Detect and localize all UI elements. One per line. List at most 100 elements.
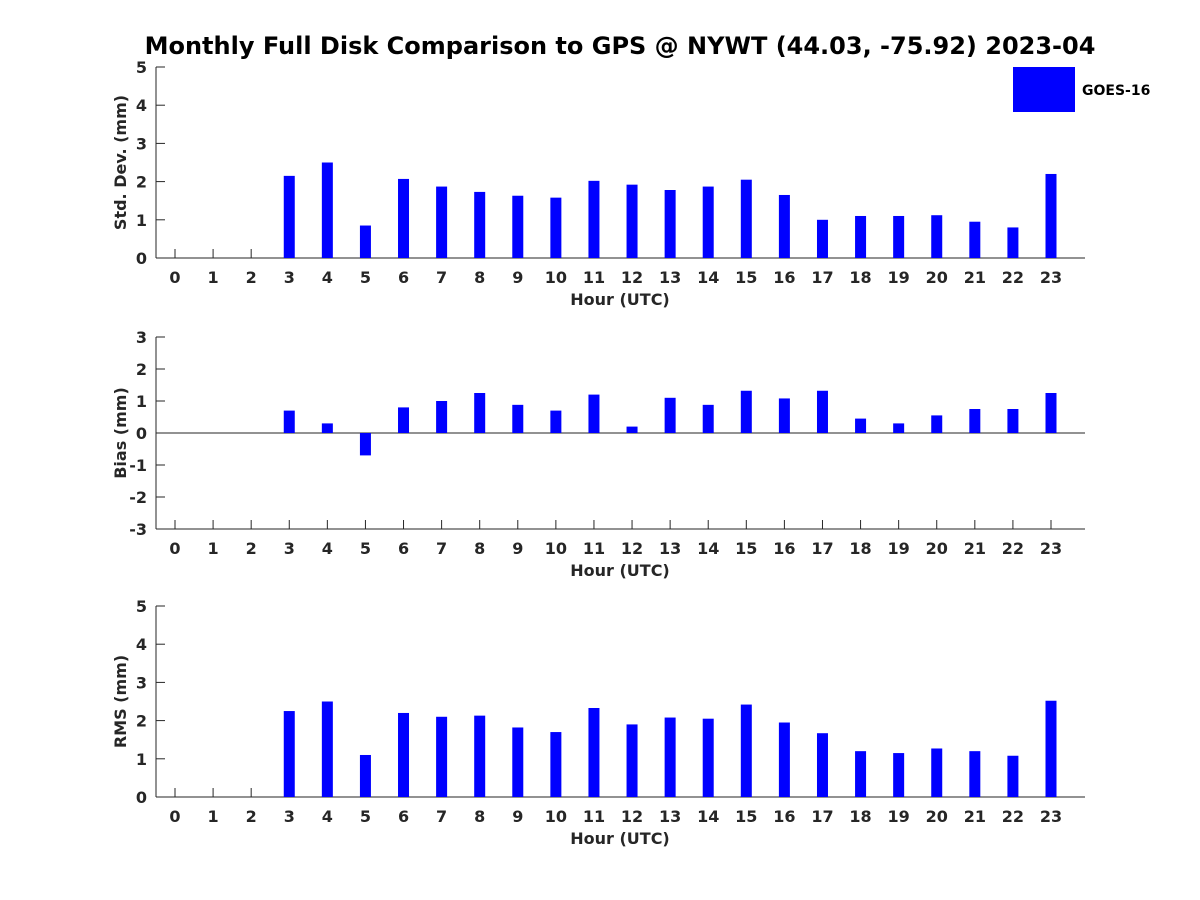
x-tick-label: 12 [621, 807, 643, 826]
bar-hour-15 [740, 704, 752, 797]
x-tick-label: 1 [208, 807, 219, 826]
x-tick-label: 20 [926, 268, 948, 287]
x-tick-label: 22 [1002, 268, 1024, 287]
x-tick-label: 1 [208, 539, 219, 558]
bar-hour-19 [893, 215, 905, 258]
bar-hour-8 [474, 715, 486, 797]
x-tick-label: 7 [436, 807, 447, 826]
bar-hour-3 [283, 711, 295, 797]
bar-hour-17 [816, 733, 828, 797]
x-tick-label: 15 [735, 539, 757, 558]
x-tick-label: 5 [360, 268, 371, 287]
bar-hour-12 [626, 724, 638, 797]
x-tick-label: 17 [811, 807, 833, 826]
x-tick-label: 10 [545, 268, 567, 287]
bar-hour-22 [1007, 755, 1019, 797]
y-tick-label: 0 [136, 424, 147, 443]
y-tick-label: 3 [136, 328, 147, 347]
x-tick-label: 15 [735, 268, 757, 287]
x-tick-label: 10 [545, 807, 567, 826]
bar-hour-10 [550, 197, 562, 258]
bar-hour-10 [550, 410, 562, 433]
bar-hour-22 [1007, 409, 1019, 433]
x-tick-label: 8 [474, 268, 485, 287]
bar-hour-20 [931, 748, 943, 797]
bar-hour-14 [702, 404, 714, 433]
bar-hour-11 [588, 707, 600, 797]
x-tick-label: 10 [545, 539, 567, 558]
x-axis-label: Hour (UTC) [570, 829, 670, 848]
x-tick-label: 23 [1040, 539, 1062, 558]
y-axis-label: Std. Dev. (mm) [111, 95, 130, 230]
x-tick-label: 11 [583, 268, 605, 287]
x-tick-label: 18 [849, 539, 871, 558]
x-tick-label: 8 [474, 539, 485, 558]
bar-hour-12 [626, 184, 638, 258]
x-tick-label: 2 [246, 539, 257, 558]
x-tick-label: 23 [1040, 807, 1062, 826]
bar-hour-8 [474, 393, 486, 433]
x-tick-label: 3 [284, 807, 295, 826]
bar-hour-5 [359, 225, 371, 258]
bar-hour-21 [969, 751, 981, 797]
x-tick-label: 8 [474, 807, 485, 826]
x-tick-label: 13 [659, 268, 681, 287]
x-tick-label: 7 [436, 268, 447, 287]
bar-hour-23 [1045, 173, 1057, 258]
bar-hour-18 [855, 751, 867, 797]
y-tick-label: 4 [136, 635, 147, 654]
x-axis-label: Hour (UTC) [570, 290, 670, 309]
x-tick-label: 0 [169, 268, 180, 287]
bar-hour-16 [778, 398, 790, 433]
x-tick-label: 18 [849, 268, 871, 287]
legend-swatch [1013, 67, 1075, 112]
x-tick-label: 12 [621, 539, 643, 558]
x-tick-label: 5 [360, 807, 371, 826]
x-tick-label: 2 [246, 807, 257, 826]
bar-hour-13 [664, 397, 676, 433]
x-tick-label: 1 [208, 268, 219, 287]
x-tick-label: 15 [735, 807, 757, 826]
bar-hour-9 [512, 195, 524, 258]
bar-hour-5 [359, 433, 371, 456]
x-tick-label: 5 [360, 539, 371, 558]
legend: GOES-16 [1013, 67, 1150, 112]
legend-label: GOES-16 [1082, 83, 1150, 99]
bar-hour-12 [626, 426, 638, 433]
x-tick-label: 4 [322, 807, 333, 826]
x-tick-label: 6 [398, 539, 409, 558]
bar-hour-18 [855, 418, 867, 433]
bar-hour-17 [816, 390, 828, 433]
y-tick-label: 5 [136, 58, 147, 77]
x-tick-label: 7 [436, 539, 447, 558]
x-tick-label: 4 [322, 539, 333, 558]
x-tick-label: 14 [697, 807, 719, 826]
y-tick-label: 2 [136, 360, 147, 379]
bar-hour-16 [778, 722, 790, 797]
bar-hour-4 [321, 701, 333, 797]
x-tick-label: 6 [398, 268, 409, 287]
x-tick-label: 0 [169, 539, 180, 558]
bar-hour-22 [1007, 227, 1019, 258]
x-tick-label: 21 [964, 807, 986, 826]
x-tick-label: 17 [811, 539, 833, 558]
y-tick-label: 5 [136, 597, 147, 616]
figure-title: Monthly Full Disk Comparison to GPS @ NY… [145, 32, 1096, 60]
x-tick-label: 6 [398, 807, 409, 826]
y-tick-label: 3 [136, 134, 147, 153]
x-tick-label: 9 [512, 807, 523, 826]
x-tick-label: 18 [849, 807, 871, 826]
bar-hour-3 [283, 410, 295, 433]
y-tick-label: -3 [129, 520, 147, 539]
bar-hour-20 [931, 415, 943, 433]
bar-hour-9 [512, 404, 524, 433]
bar-hour-4 [321, 423, 333, 433]
x-tick-label: 20 [926, 807, 948, 826]
bar-hour-7 [436, 401, 448, 433]
bar-hour-23 [1045, 393, 1057, 433]
bar-hour-10 [550, 732, 562, 797]
x-tick-label: 11 [583, 539, 605, 558]
